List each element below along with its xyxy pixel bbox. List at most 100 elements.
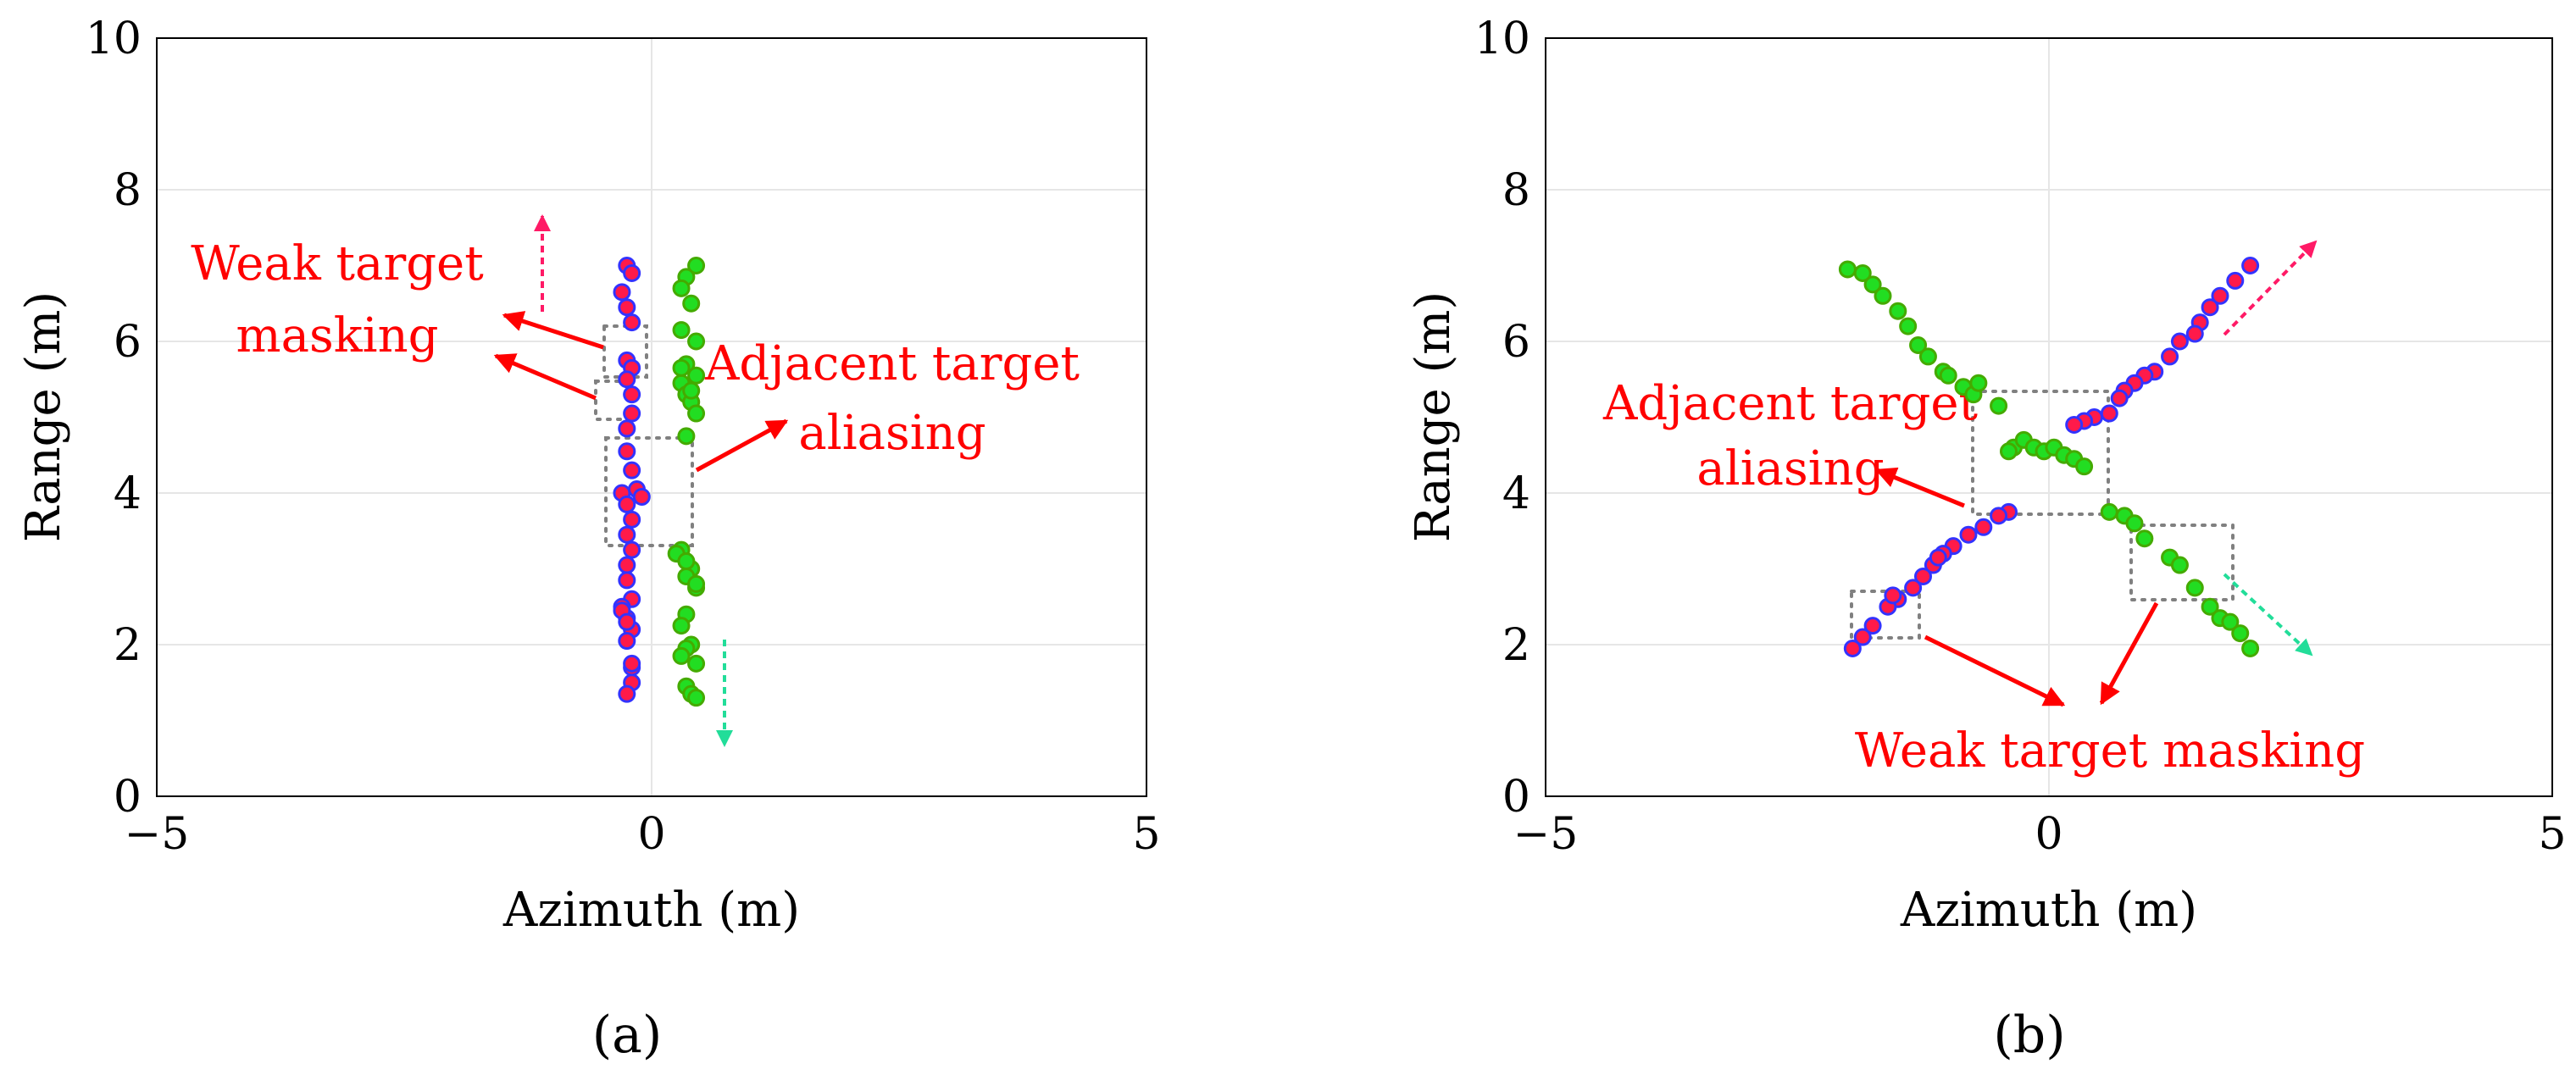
data-point-b-series1-31: [2231, 624, 2250, 643]
data-point-b-series1-26: [2170, 556, 2189, 574]
data-point-b-series1-5: [1899, 317, 1918, 335]
data-point-b-series1-0: [1838, 260, 1857, 279]
data-point-b-series0-18: [1990, 507, 2008, 525]
data-point-b-series1-32: [2241, 639, 2260, 657]
adjacent-target-aliasing-label-b-line2: aliasing: [1696, 441, 1884, 496]
y-axis-label-a: Range (m): [16, 291, 71, 543]
y-tick-label-b-0: 0: [1502, 772, 1530, 823]
y-tick-label-b-2: 4: [1502, 468, 1530, 519]
annotation-box-b2: [2129, 524, 2235, 601]
y-tick-label-b-5: 10: [1474, 14, 1530, 64]
y-tick-label-a-0: 0: [114, 772, 142, 823]
data-point-a-series1-26: [687, 689, 706, 707]
data-point-a-series0-9: [623, 404, 641, 423]
data-point-a-series0-14: [618, 495, 636, 513]
masking-arrow-b1: [1924, 634, 2066, 707]
weak-target-masking-label-a-line2: masking: [236, 308, 439, 363]
data-point-b-series1-6: [1909, 335, 1928, 354]
y-tick-labels-a: 0 2 4 6 8 10: [86, 14, 142, 823]
x-tick-labels-b: −5 0 5: [1513, 809, 2567, 860]
x-tick-label-b-1: 0: [2035, 809, 2062, 860]
data-point-b-series1-7: [1918, 347, 1937, 366]
data-point-b-series1-9: [1939, 366, 1957, 385]
data-point-a-series0-26: [618, 632, 636, 651]
data-point-a-series1-3: [682, 294, 701, 313]
data-point-b-series0-2: [2211, 286, 2229, 305]
data-point-b-series0-29: [1853, 628, 1872, 646]
data-point-a-series1-12: [677, 427, 696, 446]
y-tick-label-a-4: 8: [114, 165, 142, 216]
data-point-a-series1-5: [687, 332, 706, 351]
data-point-b-series1-28: [2201, 597, 2219, 616]
data-point-b-series0-7: [2161, 347, 2179, 366]
data-point-a-series1-22: [672, 646, 691, 665]
data-point-a-series0-4: [623, 313, 641, 332]
data-point-a-series1-2: [672, 279, 691, 297]
data-point-b-series1-12: [1990, 396, 2008, 415]
data-point-b-series0-30: [1843, 639, 1862, 657]
data-point-b-series1-24: [2135, 529, 2154, 548]
x-tick-label-a-2: 5: [1132, 809, 1160, 860]
data-point-a-series0-10: [618, 419, 636, 438]
data-point-b-series1-20: [2075, 457, 2094, 476]
data-point-a-series0-7: [618, 370, 636, 389]
data-point-a-series0-15: [623, 510, 641, 529]
data-point-a-series0-18: [632, 487, 651, 506]
data-point-a-series0-16: [618, 525, 636, 544]
data-point-a-series0-8: [623, 385, 641, 404]
data-point-b-series0-3: [2201, 298, 2219, 317]
data-point-a-series1-23: [687, 654, 706, 673]
data-point-b-series1-33: [1999, 442, 2018, 461]
data-point-a-series0-21: [618, 571, 636, 590]
data-point-a-series0-11: [618, 442, 636, 461]
x-axis-label-a: Azimuth (m): [502, 883, 800, 938]
data-point-a-series0-20: [618, 556, 636, 574]
data-point-b-series1-21: [2100, 502, 2118, 521]
grid-a: [156, 37, 1147, 797]
data-point-b-series1-3: [1874, 286, 1892, 305]
panel-caption-a: (a): [592, 1006, 663, 1065]
y-axis-label-b: Range (m): [1406, 291, 1461, 543]
data-point-a-series0-32: [618, 612, 636, 631]
masking-arrow-b2: [2099, 601, 2159, 706]
y-tick-label-a-1: 2: [114, 620, 142, 671]
y-tick-label-b-1: 2: [1502, 620, 1530, 671]
masking-arrow-a1: [502, 311, 604, 350]
x-tick-label-b-2: 5: [2538, 809, 2566, 860]
y-tick-label-b-4: 8: [1502, 165, 1530, 216]
plot-frame-a: [156, 37, 1147, 797]
weak-target-masking-label-a-line1: Weak target: [191, 236, 484, 291]
data-point-a-series1-4: [672, 321, 691, 340]
data-point-b-series0-25: [1904, 579, 1923, 597]
data-point-b-series0-0: [2241, 257, 2260, 274]
y-tick-label-a-2: 4: [114, 468, 142, 519]
down-direction-arrow-b: [2223, 573, 2313, 657]
data-point-b-series1-34: [1969, 374, 1988, 392]
data-point-a-series0-19: [623, 540, 641, 559]
data-point-b-series0-24: [1914, 567, 1932, 585]
data-point-a-series1-11: [687, 404, 706, 423]
data-point-a-series1-29: [682, 381, 701, 400]
data-point-a-series1-30: [687, 574, 706, 593]
data-point-b-series1-4: [1889, 302, 1907, 320]
data-point-b-series0-31: [1884, 586, 1902, 605]
data-point-a-series0-1: [613, 283, 631, 302]
up-direction-arrow-b: [2223, 240, 2318, 336]
data-point-b-series0-1: [2226, 271, 2245, 290]
data-point-b-series0-13: [2100, 404, 2118, 423]
data-point-b-series0-19: [1974, 518, 1993, 536]
x-tick-label-b-0: −5: [1513, 809, 1579, 860]
data-point-b-series0-5: [2185, 324, 2204, 343]
data-point-a-series0-2: [623, 263, 641, 282]
data-point-a-series0-29: [618, 684, 636, 703]
annotation-box-b1: [1971, 390, 2110, 516]
masking-arrow-a2: [493, 353, 597, 401]
x-axis-label-b: Azimuth (m): [1900, 883, 2197, 938]
y-tick-label-a-5: 10: [86, 14, 142, 64]
data-point-b-series1-1: [1853, 263, 1872, 282]
aliasing-arrow-b: [1874, 467, 1965, 508]
plot-frame-b: [1545, 37, 2553, 797]
data-point-a-series1-0: [687, 257, 706, 274]
